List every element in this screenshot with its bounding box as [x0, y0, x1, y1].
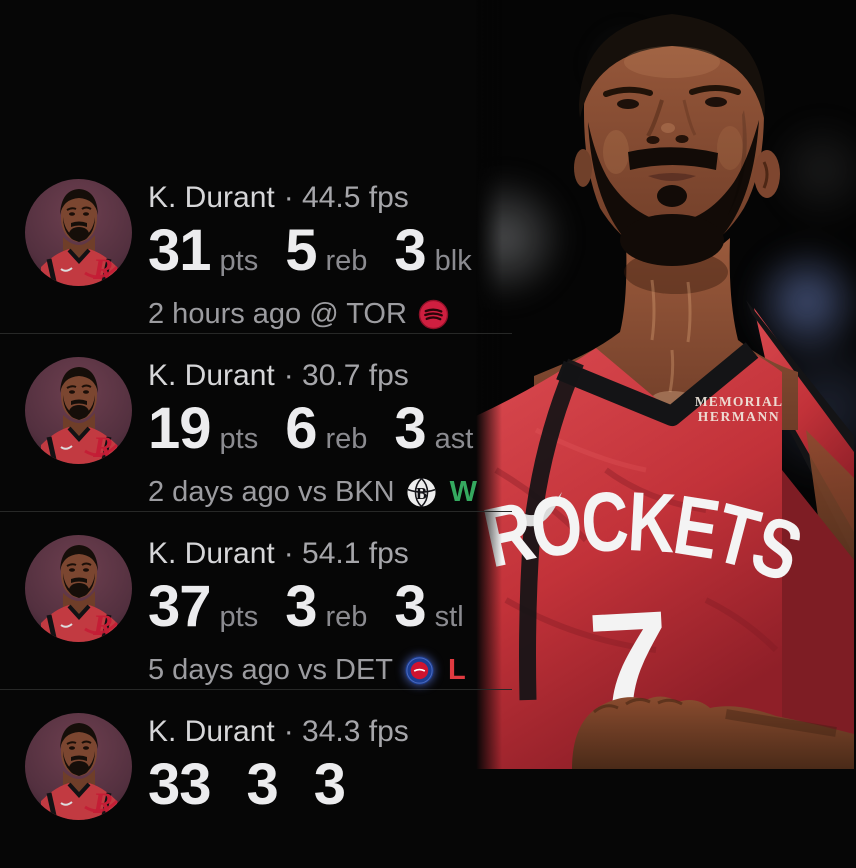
stat-value: 5 — [285, 218, 317, 283]
game-header: K. Durant · 30.7 fps — [148, 359, 500, 393]
player-avatar — [25, 535, 132, 642]
game-info: K. Durant · 30.7 fps 19 pts 6 reb 3 ast 2 da… — [148, 355, 500, 509]
stat-label: pts — [219, 423, 259, 455]
stat-value: 3 — [394, 396, 426, 461]
pistons-logo — [404, 655, 435, 686]
game-footer: 5 days ago vs DET L — [148, 653, 491, 687]
sponsor-line1: MEMORIAL — [695, 394, 783, 409]
game-info: K. Durant · 34.3 fps 33 3 3 — [148, 711, 409, 821]
face — [574, 14, 780, 266]
stat-value: 19 — [148, 396, 212, 461]
stat-line: 37 pts 3 reb 3 stl — [148, 577, 491, 647]
game-row[interactable]: K. Durant · 44.5 fps 31 pts 5 reb 3 blk 2 ho… — [0, 156, 512, 334]
player-name: K. Durant — [148, 715, 275, 748]
game-result: L — [448, 654, 466, 686]
stat-third: 3 blk — [394, 221, 471, 291]
game-meta: · 54.1 fps — [283, 537, 409, 570]
sponsor-line2: HERMANN — [698, 409, 780, 424]
stat-label: pts — [219, 245, 259, 277]
stat-label: blk — [434, 245, 472, 277]
stat-third: 3 ast — [394, 399, 473, 469]
opponent-logo-use — [419, 300, 447, 328]
stat-value: 3 — [285, 574, 317, 639]
game-feed: K. Durant · 44.5 fps 31 pts 5 reb 3 blk 2 ho… — [0, 156, 512, 868]
opponent-logo-use — [405, 656, 433, 684]
kd-photo-illustration: MEMORIAL HERMANN ROCKETS 7 — [476, 0, 856, 769]
game-row[interactable]: K. Durant · 54.1 fps 37 pts 3 reb 3 stl 5 da… — [0, 512, 512, 690]
stat-rebounds: 3 reb — [285, 577, 367, 647]
game-header: K. Durant · 44.5 fps — [148, 181, 499, 215]
stat-value: 3 — [394, 574, 426, 639]
game-meta: · 34.3 fps — [283, 715, 409, 748]
game-when: 2 days ago vs BKN — [148, 476, 395, 508]
stat-points: 19 pts — [148, 399, 258, 469]
player-avatar — [25, 713, 132, 820]
raptors-logo — [418, 299, 449, 330]
stat-points: 31 pts — [148, 221, 258, 291]
stat-label: ast — [434, 423, 474, 455]
stat-value: 3 — [313, 752, 346, 817]
stat-value: 33 — [148, 752, 212, 817]
opponent-logo-use — [407, 478, 435, 506]
game-result: W — [449, 476, 478, 508]
stat-points: 33 — [148, 755, 220, 815]
stat-rebounds: 6 reb — [285, 399, 367, 469]
stat-third: 3 — [314, 755, 354, 815]
stat-value: 3 — [246, 752, 279, 817]
game-header: K. Durant · 54.1 fps — [148, 537, 491, 571]
stat-label: reb — [325, 245, 368, 277]
stat-label: pts — [219, 601, 259, 633]
stat-rebounds: 5 reb — [285, 221, 367, 291]
hand — [572, 696, 854, 769]
game-footer: 2 days ago vs BKN W — [148, 475, 500, 509]
game-meta: · 44.5 fps — [283, 181, 409, 214]
player-photo: MEMORIAL HERMANN ROCKETS 7 — [476, 0, 856, 769]
stat-line: 31 pts 5 reb 3 blk — [148, 221, 499, 291]
stat-third: 3 stl — [394, 577, 463, 647]
stat-line: 33 3 3 — [148, 755, 409, 815]
player-avatar — [25, 357, 132, 464]
collar-trim — [556, 342, 759, 426]
stat-label: reb — [325, 601, 368, 633]
stat-value: 37 — [148, 574, 212, 639]
game-when: 5 days ago vs DET — [148, 654, 393, 686]
stat-label: stl — [434, 601, 464, 633]
game-when: 2 hours ago @ TOR — [148, 298, 407, 330]
player-name: K. Durant — [148, 181, 275, 214]
armhole-trim — [519, 358, 584, 701]
stat-points: 37 pts — [148, 577, 258, 647]
game-row[interactable]: K. Durant · 30.7 fps 19 pts 6 reb 3 ast 2 da… — [0, 334, 512, 512]
game-footer: 2 hours ago @ TOR — [148, 297, 499, 331]
game-header: K. Durant · 34.3 fps — [148, 715, 409, 749]
game-meta: · 30.7 fps — [283, 359, 409, 392]
game-info: K. Durant · 44.5 fps 31 pts 5 reb 3 blk 2 ho… — [148, 177, 499, 331]
stat-value: 6 — [285, 396, 317, 461]
stat-rebounds: 3 — [247, 755, 287, 815]
stat-label: reb — [325, 423, 368, 455]
stat-value: 31 — [148, 218, 212, 283]
player-name: K. Durant — [148, 537, 275, 570]
player-name: K. Durant — [148, 359, 275, 392]
player-avatar — [25, 179, 132, 286]
stat-line: 19 pts 6 reb 3 ast — [148, 399, 500, 469]
edge-fade — [476, 0, 502, 769]
game-info: K. Durant · 54.1 fps 37 pts 3 reb 3 stl 5 da… — [148, 533, 491, 687]
nets-logo — [406, 477, 437, 508]
nike-swoosh-icon — [516, 492, 562, 527]
game-row[interactable]: K. Durant · 34.3 fps 33 3 3 — [0, 690, 512, 868]
stat-value: 3 — [394, 218, 426, 283]
